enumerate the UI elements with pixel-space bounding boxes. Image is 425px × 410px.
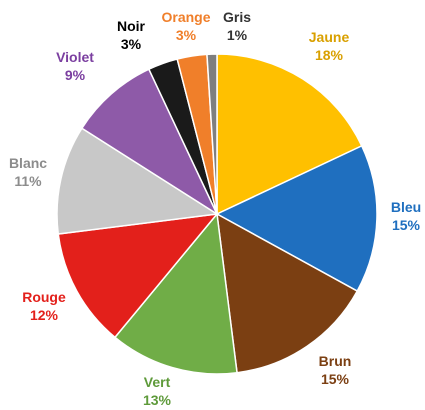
pie-label-vert: Vert xyxy=(144,374,171,390)
pie-value-gris: 1% xyxy=(227,27,248,43)
pie-value-noir: 3% xyxy=(121,36,142,52)
pie-label-brun: Brun xyxy=(319,353,352,369)
pie-value-jaune: 18% xyxy=(315,47,344,63)
pie-value-rouge: 12% xyxy=(30,307,59,323)
pie-label-jaune: Jaune xyxy=(309,29,350,45)
pie-slices xyxy=(56,53,378,375)
pie-label-noir: Noir xyxy=(117,18,146,34)
pie-value-blanc: 11% xyxy=(14,173,42,189)
pie-value-bleu: 15% xyxy=(392,217,421,233)
pie-value-brun: 15% xyxy=(321,371,350,387)
pie-labels: Jaune 18% Bleu 15% Brun 15% Vert 13% Rouge 12% Bla… xyxy=(9,9,421,408)
pie-label-gris: Gris xyxy=(223,9,251,25)
pie-slice-violet xyxy=(80,68,219,217)
pie-label-blanc: Blanc xyxy=(9,155,47,171)
pie-value-violet: 9% xyxy=(65,67,86,83)
pie-label-violet: Violet xyxy=(56,49,94,65)
pie-value-vert: 13% xyxy=(143,392,172,408)
pie-slice-jaune xyxy=(216,53,363,216)
pie-label-rouge: Rouge xyxy=(22,289,66,305)
pie-slice-rouge xyxy=(57,213,219,339)
pie-label-bleu: Bleu xyxy=(391,199,421,215)
pie-slice-brun xyxy=(216,212,359,374)
pie-value-orange: 3% xyxy=(176,27,197,43)
pie-slice-vert xyxy=(113,212,238,375)
pie-slice-blanc xyxy=(56,127,220,235)
pie-slice-bleu xyxy=(215,144,378,293)
pie-slice-gris xyxy=(206,53,218,215)
pie-label-orange: Orange xyxy=(161,9,210,25)
